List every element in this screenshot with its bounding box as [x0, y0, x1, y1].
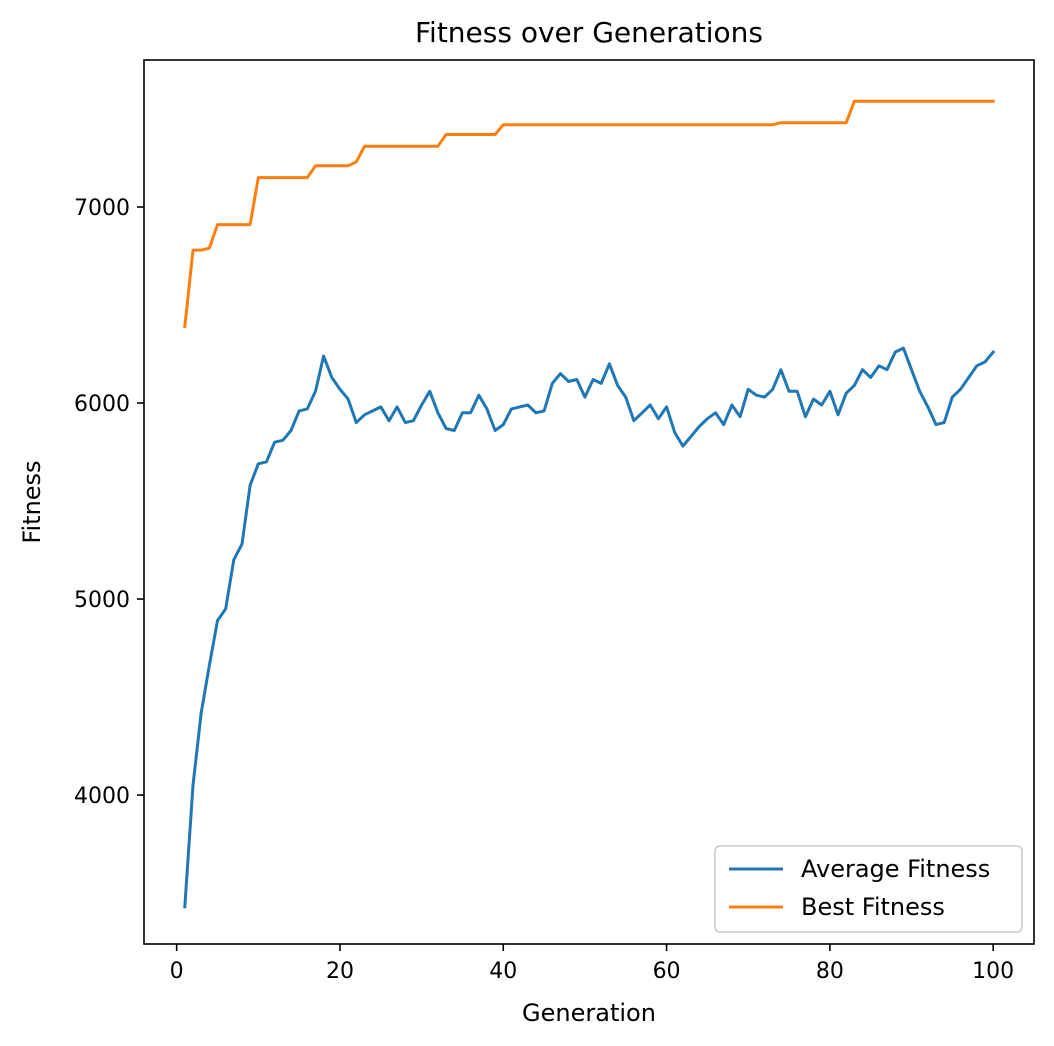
- y-tick-label: 7000: [74, 196, 130, 221]
- series-line-average-fitness: [183, 346, 996, 909]
- x-tick-label: 0: [170, 959, 184, 984]
- x-tick-label: 60: [653, 959, 681, 984]
- x-tick-label: 80: [816, 959, 844, 984]
- plot-area: [144, 60, 1034, 944]
- x-axis: 0 20 40 60 80 100: [170, 944, 1014, 984]
- y-tick-label: 6000: [74, 392, 130, 417]
- y-tick-label: 5000: [74, 588, 130, 613]
- x-tick-label: 100: [972, 959, 1014, 984]
- chart-title: Fitness over Generations: [415, 16, 763, 49]
- series-line-best-fitness: [183, 99, 995, 329]
- axes-frame: [143, 59, 1035, 945]
- x-tick-label: 40: [489, 959, 517, 984]
- legend-label-average-fitness: Average Fitness: [801, 855, 990, 883]
- y-axis-label: Fitness: [18, 460, 46, 543]
- x-axis-label: Generation: [522, 999, 656, 1027]
- series-layer: [183, 99, 996, 909]
- y-axis: 4000 5000 6000 7000: [74, 196, 144, 809]
- x-tick-label: 20: [326, 959, 354, 984]
- legend-box: [714, 845, 1023, 933]
- legend: Average Fitness Best Fitness: [714, 845, 1023, 933]
- axes-background: [144, 60, 1034, 944]
- legend-label-best-fitness: Best Fitness: [801, 893, 945, 921]
- y-tick-label: 4000: [74, 784, 130, 809]
